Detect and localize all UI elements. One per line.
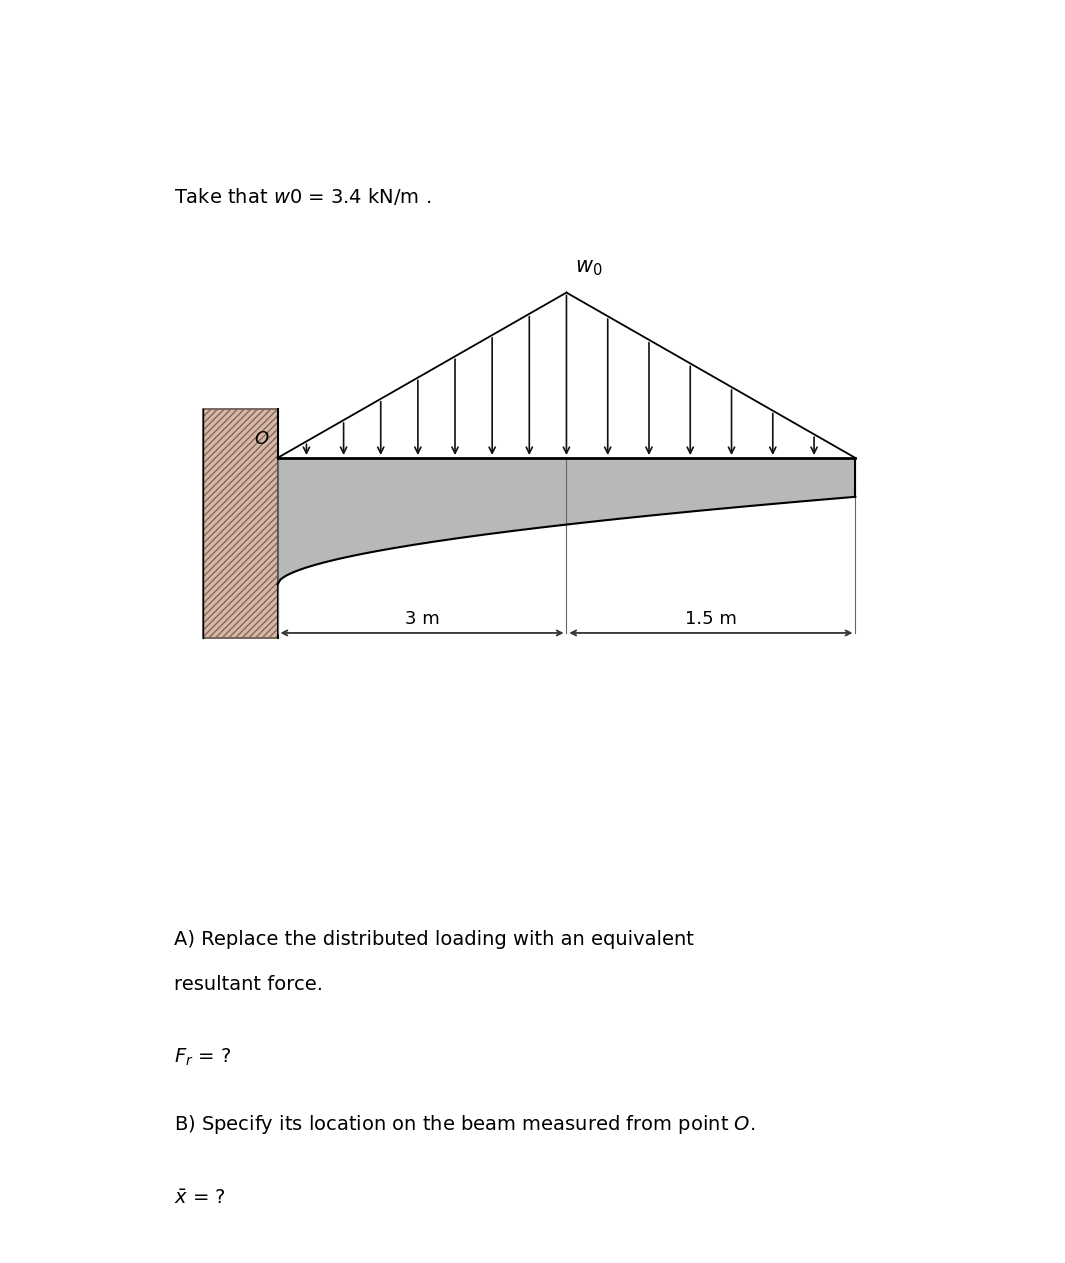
Bar <box>203 409 278 638</box>
Text: $w_0$: $w_0$ <box>575 258 602 278</box>
Text: $\bar{x}$ = ?: $\bar{x}$ = ? <box>175 1188 226 1207</box>
Text: $F_r$ = ?: $F_r$ = ? <box>175 1047 231 1067</box>
Text: B) Specify its location on the beam measured from point $O$.: B) Specify its location on the beam meas… <box>175 1113 756 1135</box>
Text: Take that $w0$ = 3.4 kN/m .: Take that $w0$ = 3.4 kN/m . <box>175 186 431 207</box>
Text: 3 m: 3 m <box>405 610 440 628</box>
Text: A) Replace the distributed loading with an equivalent: A) Replace the distributed loading with … <box>175 930 694 949</box>
Text: 1.5 m: 1.5 m <box>685 610 737 628</box>
Text: resultant force.: resultant force. <box>175 975 324 994</box>
Polygon shape <box>278 458 855 585</box>
Text: $O$: $O$ <box>253 431 269 448</box>
Bar <box>203 409 278 638</box>
